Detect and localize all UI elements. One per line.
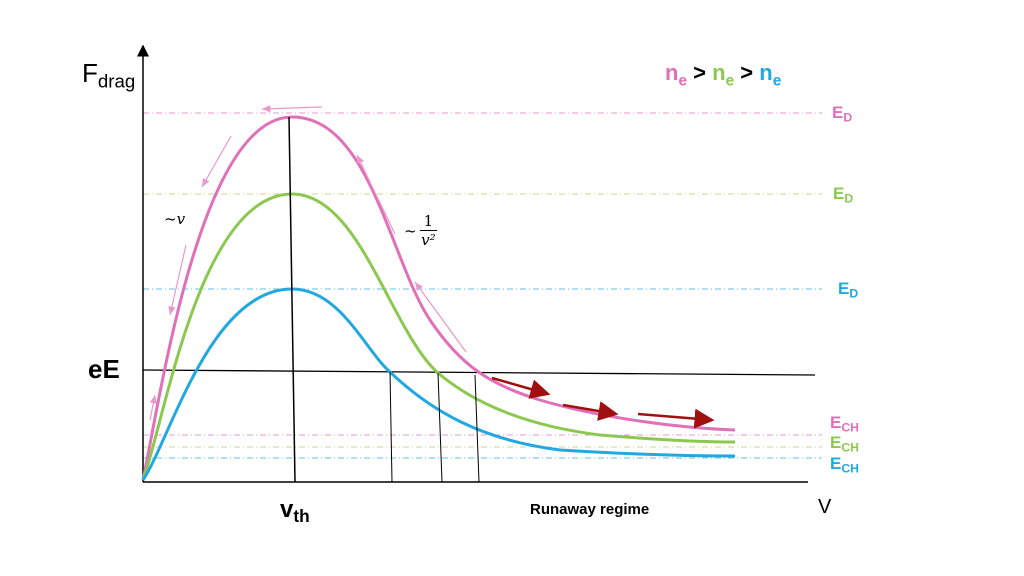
runaway-arrow-icon xyxy=(491,376,551,399)
legend-sub: e xyxy=(772,72,782,90)
legend-n-mid: ne xyxy=(712,60,734,89)
arrow-icon xyxy=(149,394,157,421)
vth-main: v xyxy=(280,496,294,523)
ed-label-mid: ED xyxy=(833,184,853,206)
ech-main: E xyxy=(830,433,842,452)
ech-sub: CH xyxy=(841,440,860,455)
ed-main: E xyxy=(838,279,850,298)
curve-high-density xyxy=(141,115,736,481)
inverse-square-label: ~ 1 v² xyxy=(404,212,438,249)
arrow-icon xyxy=(356,154,396,235)
crossing-line-low xyxy=(389,371,393,483)
x-axis-label: V xyxy=(818,496,832,518)
ed-main: E xyxy=(832,103,844,122)
ee-label: eE xyxy=(88,354,120,384)
runaway-arrow-icon xyxy=(562,401,619,421)
legend-gt: > xyxy=(740,60,754,85)
curve-low-density xyxy=(141,287,736,481)
ed-sub: D xyxy=(849,286,859,301)
ech-main: E xyxy=(830,454,842,473)
inverse-numerator: 1 xyxy=(419,212,438,231)
y-label-main: F xyxy=(82,58,98,88)
ed-sub: D xyxy=(844,191,854,206)
linear-scaling-label: ~v xyxy=(164,210,186,228)
runaway-regime-label: Runaway regime xyxy=(530,501,650,518)
crossing-line-mid xyxy=(437,372,443,483)
y-label-sub: drag xyxy=(97,70,136,92)
crossing-line-high xyxy=(474,374,480,483)
curve-mid-density xyxy=(141,192,736,481)
legend-gt: > xyxy=(693,60,706,85)
legend-sub: e xyxy=(678,72,688,90)
legend-n: n xyxy=(759,60,773,85)
density-legend: ne > ne > ne xyxy=(665,60,781,90)
ech-label-low: ECH xyxy=(830,454,859,476)
ed-label-low: ED xyxy=(838,279,858,301)
arrow-icon xyxy=(201,135,232,188)
inverse-denominator: v² xyxy=(421,231,436,249)
legend-sub: e xyxy=(725,72,735,90)
arrow-icon xyxy=(261,105,323,113)
vth-line xyxy=(288,116,296,483)
y-axis-label: Fdrag xyxy=(82,58,135,93)
legend-n-high: ne xyxy=(665,60,687,89)
ed-main: E xyxy=(833,184,845,203)
ech-sub: CH xyxy=(841,461,860,476)
ech-label-mid: ECH xyxy=(830,433,859,455)
ed-sub: D xyxy=(843,110,853,125)
arrow-icon xyxy=(414,281,467,353)
arrow-icon xyxy=(168,244,187,316)
legend-n: n xyxy=(712,60,726,85)
vth-label: vth xyxy=(280,496,310,527)
runaway-arrow-icon xyxy=(637,408,715,429)
ed-label-high: ED xyxy=(832,103,852,125)
vth-sub: th xyxy=(293,506,310,527)
ech-label-high: ECH xyxy=(830,413,859,435)
ech-main: E xyxy=(830,413,842,432)
inverse-prefix: ~ xyxy=(404,221,417,240)
legend-n: n xyxy=(665,60,679,85)
ech-sub: CH xyxy=(841,420,860,435)
legend-n-low: ne xyxy=(759,60,781,89)
